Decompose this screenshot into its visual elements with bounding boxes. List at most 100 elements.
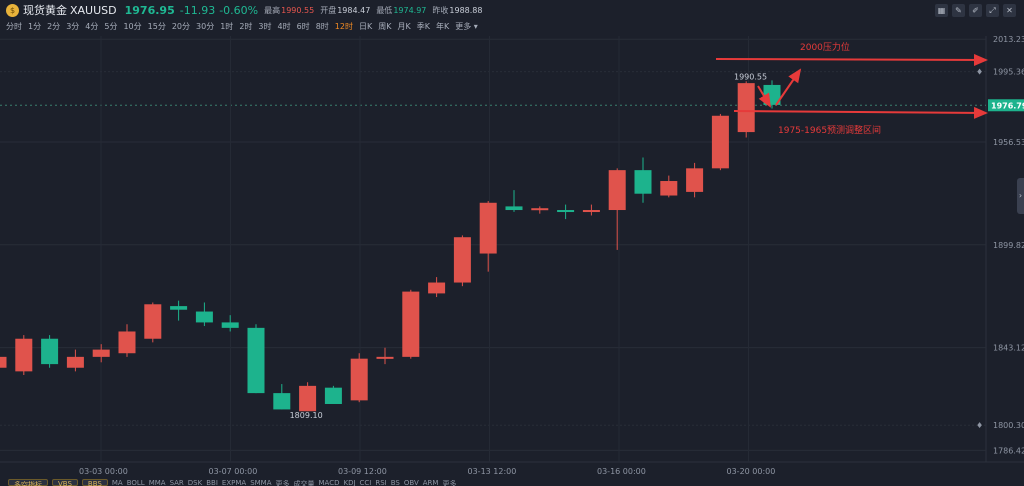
candle-body — [634, 170, 652, 194]
period-tab[interactable]: 月K — [397, 21, 411, 31]
indicator-option[interactable]: CCI — [359, 479, 372, 486]
candle-body — [608, 170, 626, 211]
period-tab[interactable]: 1分 — [28, 21, 42, 31]
period-tab[interactable]: 1时 — [220, 21, 234, 31]
indicator-option[interactable]: BS — [390, 479, 400, 486]
indicator-option[interactable]: DSK — [187, 479, 203, 486]
period-tab[interactable]: 季K — [416, 21, 430, 31]
annotation-range: 1975-1965预测调整区间 — [778, 124, 881, 136]
period-tab[interactable]: 分时 — [6, 21, 22, 31]
candle-body — [557, 210, 575, 213]
period-tab[interactable]: 更多 ▾ — [455, 21, 478, 31]
y-tick-label: 1899.82 — [993, 241, 1024, 250]
candle-body — [0, 356, 7, 368]
high-value: 1990.55 — [281, 5, 315, 15]
y-tick-label: 1995.36 — [993, 68, 1024, 77]
period-tab[interactable]: 4分 — [85, 21, 99, 31]
indicator-option[interactable]: RSI — [375, 479, 387, 486]
prev-close-label: 昨收 — [432, 5, 449, 15]
pressure-arrow — [715, 53, 988, 66]
indicator-option[interactable]: 更多 — [275, 480, 290, 486]
candle-body — [376, 356, 394, 359]
period-tab[interactable]: 15分 — [147, 21, 166, 31]
candle-body — [273, 393, 291, 410]
last-price: 1976.95 — [124, 3, 175, 17]
candle-body — [324, 387, 342, 404]
low-label: 最低 — [376, 5, 393, 15]
candle-body — [118, 331, 136, 354]
expand-icon[interactable]: ⤢ — [986, 4, 999, 17]
indicator-option[interactable]: BBI — [206, 479, 218, 486]
edit-icon[interactable]: ✎ — [952, 4, 965, 17]
y-tick-label: 2013.23 — [993, 35, 1024, 44]
period-tab[interactable]: 年K — [435, 21, 450, 31]
x-tick-label: 03-09 12:00 — [338, 467, 387, 476]
period-tab[interactable]: 3分 — [66, 21, 80, 31]
candle-body — [195, 311, 213, 323]
indicator-option[interactable]: MA — [111, 479, 123, 486]
indicator-option[interactable]: OBV — [403, 479, 419, 486]
period-tab[interactable]: 30分 — [196, 21, 215, 31]
indicator-bar: 多空指标 VBS BBS MA BOLL MMA SAR DSK BBI EXPMA SMMA 更多成… — [0, 479, 1024, 486]
candle-body — [582, 210, 600, 213]
candle-body — [221, 322, 239, 328]
period-tab[interactable]: 10分 — [123, 21, 142, 31]
candle-body — [505, 206, 523, 211]
period-tab[interactable]: 6时 — [296, 21, 310, 31]
indicator-button[interactable]: 多空指标 — [8, 479, 48, 486]
candle-body — [453, 237, 471, 283]
candle-body — [660, 181, 678, 196]
indicator-option[interactable]: EXPMA — [221, 479, 247, 486]
period-tab[interactable]: 日K — [358, 21, 373, 31]
period-tab[interactable]: 12时 — [334, 21, 353, 31]
draw-icon[interactable]: ✐ — [969, 4, 982, 17]
x-tick-label: 03-20 00:00 — [727, 467, 776, 476]
open-label: 开盘 — [320, 5, 337, 15]
candle-body — [428, 282, 446, 294]
toolbar: ▦ ✎ ✐ ⤢ ✕ — [935, 4, 1016, 17]
prev-close-value: 1988.88 — [449, 5, 483, 15]
period-tab[interactable]: 周K — [378, 21, 392, 31]
x-tick-label: 03-03 00:00 — [79, 467, 128, 476]
high-marker-label: 1990.55 — [734, 72, 767, 81]
indicator-button[interactable]: VBS — [52, 479, 78, 486]
indicator-option[interactable]: SAR — [169, 479, 184, 486]
indicator-option[interactable]: 更多 — [442, 480, 457, 486]
period-tab[interactable]: 3时 — [258, 21, 272, 31]
close-icon[interactable]: ✕ — [1003, 4, 1016, 17]
period-tab[interactable]: 20分 — [171, 21, 191, 31]
instrument-name: 现货黄金 — [23, 4, 67, 17]
candle-body — [15, 338, 33, 372]
candle-body — [170, 306, 188, 310]
gold-coin-icon: $ — [6, 3, 19, 17]
indicator-option[interactable]: BOLL — [126, 479, 145, 486]
indicator-option[interactable]: KDJ — [343, 479, 356, 486]
candle-body — [144, 304, 162, 339]
period-tab[interactable]: 4时 — [277, 21, 291, 31]
open-value: 1984.47 — [337, 5, 371, 15]
period-tab[interactable]: 2时 — [239, 21, 253, 31]
period-tab[interactable]: 5分 — [104, 21, 118, 31]
side-panel-toggle[interactable]: › — [1017, 178, 1024, 214]
candle-body — [479, 202, 497, 254]
range-arrow — [733, 106, 988, 119]
layout-icon[interactable]: ▦ — [935, 4, 948, 17]
indicator-option[interactable]: SMMA — [250, 479, 272, 486]
indicator-button[interactable]: BBS — [81, 479, 108, 486]
y-tick-label: 1786.42 — [993, 446, 1024, 455]
x-tick-label: 03-07 00:00 — [209, 467, 258, 476]
period-tab[interactable]: 8时 — [315, 21, 329, 31]
period-tabs: 分时 1分 2分 3分 4分 5分 10分 15分 20分 30分 1时 2时 3时 4时 6时 8时 12时日… — [6, 19, 478, 33]
candle-body — [402, 291, 420, 357]
x-tick-label: 03-13 12:00 — [468, 467, 517, 476]
alert-bell-icon: ♦ — [976, 421, 983, 430]
indicator-option[interactable]: MMA — [148, 479, 166, 486]
indicator-option[interactable]: 成交量 — [293, 480, 315, 486]
period-tab[interactable]: 2分 — [47, 21, 61, 31]
candle-body — [711, 115, 729, 169]
indicator-option[interactable]: MACD — [318, 479, 340, 486]
instrument-symbol[interactable]: XAUUSD — [70, 3, 117, 17]
indicator-option[interactable]: ARM — [422, 479, 439, 486]
y-tick-label: 1956.53 — [993, 138, 1024, 147]
